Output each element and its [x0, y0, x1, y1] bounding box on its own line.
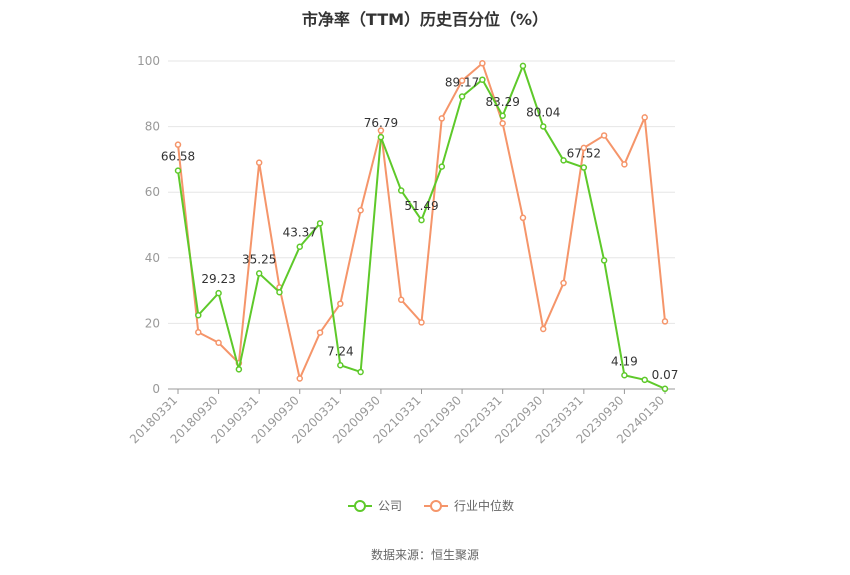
gridlines	[168, 60, 675, 324]
series-1-point[interactable]	[397, 296, 405, 304]
series-0-point[interactable]	[337, 362, 344, 369]
legend-item-0[interactable]: 公司	[348, 499, 402, 513]
series-0-point[interactable]	[540, 123, 547, 130]
data-label: 89.17	[445, 76, 479, 90]
series-1-point[interactable]	[377, 127, 385, 134]
data-label: 51.49	[404, 199, 438, 213]
data-labels: 66.58 29.23 35.25 43.37 7.24 76.79 51.49 89.17 8…	[161, 76, 679, 382]
series-1-point[interactable]	[418, 319, 425, 326]
y-tick-label: 80	[145, 120, 160, 134]
series-0-point[interactable]	[195, 311, 202, 319]
x-tick-labels: 2018033120180930201903312019093020200331…	[127, 393, 667, 446]
series-0-point[interactable]	[255, 270, 263, 277]
data-label: 0.07	[652, 368, 679, 382]
series-0-point[interactable]	[519, 62, 527, 70]
data-label: 76.79	[364, 116, 398, 130]
series-1-point[interactable]	[661, 318, 669, 325]
series-1-point[interactable]	[479, 60, 486, 67]
series-1-point[interactable]	[296, 375, 303, 382]
series-0-point[interactable]	[621, 372, 628, 379]
series-0-point[interactable]	[499, 112, 506, 120]
series-1-point[interactable]	[560, 279, 567, 287]
y-tick-label: 40	[145, 251, 160, 265]
series-1-point[interactable]	[255, 159, 263, 166]
chart-title: 市净率（TTM）历史百分位（%）	[301, 10, 549, 29]
series-0-point[interactable]	[458, 93, 466, 100]
data-label: 66.58	[161, 150, 195, 164]
x-axis	[168, 388, 675, 394]
series-1-point[interactable]	[357, 206, 364, 214]
series-1-point[interactable]	[337, 300, 344, 307]
series-0-point[interactable]	[438, 163, 446, 170]
series-1-point[interactable]	[621, 161, 628, 168]
series-0-point[interactable]	[479, 76, 486, 83]
series-1-point[interactable]	[215, 339, 222, 347]
series-layer	[174, 60, 669, 393]
series-0-point[interactable]	[600, 257, 608, 264]
series-1-point[interactable]	[600, 132, 608, 139]
legend-label: 行业中位数	[454, 498, 514, 513]
legend: 公司 行业中位数	[348, 498, 514, 513]
series-1-point[interactable]	[195, 329, 202, 336]
legend-label: 公司	[378, 499, 402, 513]
series-0-point[interactable]	[215, 289, 222, 297]
series-1-point[interactable]	[499, 120, 506, 127]
y-tick-label: 20	[145, 316, 160, 330]
source-note: 数据来源：恒生聚源	[370, 548, 479, 562]
series-0-point[interactable]	[316, 220, 324, 227]
series-0-point[interactable]	[357, 368, 364, 376]
series-1-point[interactable]	[580, 144, 588, 152]
legend-item-1[interactable]: 行业中位数	[424, 498, 514, 513]
series-0-point[interactable]	[641, 376, 648, 384]
series-1-point[interactable]	[641, 114, 648, 121]
data-label: 35.25	[242, 252, 276, 266]
series-1-point[interactable]	[540, 325, 547, 333]
y-axis: 0 20 40 60 80 100	[137, 54, 160, 396]
data-label: 29.23	[201, 272, 235, 286]
series-0-point[interactable]	[296, 243, 303, 250]
data-label: 43.37	[283, 226, 317, 240]
data-label: 83.29	[485, 95, 519, 109]
y-tick-label: 60	[145, 185, 160, 199]
legend-swatch-marker	[430, 500, 442, 512]
data-label: 80.04	[526, 105, 560, 119]
y-tick-label: 100	[137, 54, 160, 68]
data-label: 67.52	[567, 147, 601, 161]
data-label: 4.19	[611, 354, 638, 368]
series-0-point[interactable]	[580, 164, 588, 171]
series-1-point[interactable]	[174, 141, 182, 148]
series-1-point[interactable]	[316, 329, 324, 336]
series-1-point[interactable]	[458, 77, 466, 84]
series-0-point[interactable]	[377, 133, 385, 141]
series-0-point[interactable]	[174, 167, 182, 174]
y-tick-label: 0	[152, 382, 160, 396]
series-line-0	[177, 63, 666, 390]
data-label: 7.24	[327, 344, 354, 358]
series-0-point[interactable]	[560, 157, 567, 164]
series-0-point[interactable]	[418, 216, 425, 224]
series-1-point[interactable]	[519, 214, 527, 222]
series-0-point[interactable]	[661, 385, 669, 393]
series-0-point[interactable]	[276, 288, 283, 296]
legend-swatch-marker	[354, 500, 366, 512]
series-0-point[interactable]	[235, 366, 243, 373]
series-1-point[interactable]	[438, 115, 446, 122]
series-0-point[interactable]	[397, 187, 405, 194]
